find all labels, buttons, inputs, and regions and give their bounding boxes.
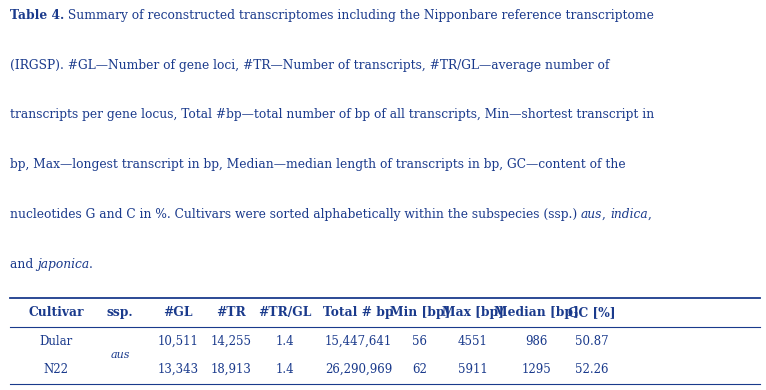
Text: 50.87: 50.87 [575,335,609,347]
Text: 52.26: 52.26 [575,363,609,376]
Text: N22: N22 [44,363,68,376]
Text: 986: 986 [525,335,548,347]
Text: Min [bp]: Min [bp] [390,306,450,319]
Text: Max [bp]: Max [bp] [442,306,503,319]
Text: Cultivar: Cultivar [28,306,83,319]
Text: japonica: japonica [37,258,89,271]
Text: ,: , [648,208,652,221]
Text: 4551: 4551 [457,335,488,347]
Text: and: and [10,258,37,271]
Text: Dular: Dular [39,335,73,347]
Text: (IRGSP). #GL—Number of gene loci, #TR—Number of transcripts, #TR/GL—average numb: (IRGSP). #GL—Number of gene loci, #TR—Nu… [10,58,609,71]
Text: 26,290,969: 26,290,969 [325,363,392,376]
Text: transcripts per gene locus, Total #bp—total number of bp of all transcripts, Min: transcripts per gene locus, Total #bp—to… [10,108,654,121]
Text: ssp.: ssp. [107,306,133,319]
Text: 15,447,641: 15,447,641 [325,335,392,347]
Text: #TR: #TR [217,306,246,319]
Text: nucleotides G and C in %. Cultivars were sorted alphabetically within the subspe: nucleotides G and C in %. Cultivars were… [10,208,581,221]
Text: #GL: #GL [163,306,192,319]
Text: aus: aus [581,208,602,221]
Text: GC [%]: GC [%] [568,306,616,319]
Text: 18,913: 18,913 [211,363,252,376]
Text: 10,511: 10,511 [157,335,198,347]
Text: 56: 56 [412,335,427,347]
Text: ,: , [602,208,611,221]
Text: indica: indica [611,208,648,221]
Text: bp, Max—longest transcript in bp, Median—median length of transcripts in bp, GC—: bp, Max—longest transcript in bp, Median… [10,158,626,171]
Text: Median [bp]: Median [bp] [494,306,578,319]
Text: 62: 62 [412,363,427,376]
Text: 1.4: 1.4 [276,363,294,376]
Text: #TR/GL: #TR/GL [258,306,312,319]
Text: 1295: 1295 [522,363,551,376]
Text: Summary of reconstructed transcriptomes including the Nipponbare reference trans: Summary of reconstructed transcriptomes … [64,9,654,21]
Text: 1.4: 1.4 [276,335,294,347]
Text: 13,343: 13,343 [157,363,198,376]
Text: 5911: 5911 [458,363,487,376]
Text: Total # bp: Total # bp [323,306,394,319]
Text: 14,255: 14,255 [211,335,252,347]
Text: .: . [89,258,93,271]
Text: Table 4.: Table 4. [10,9,64,21]
Text: aus: aus [110,350,130,360]
